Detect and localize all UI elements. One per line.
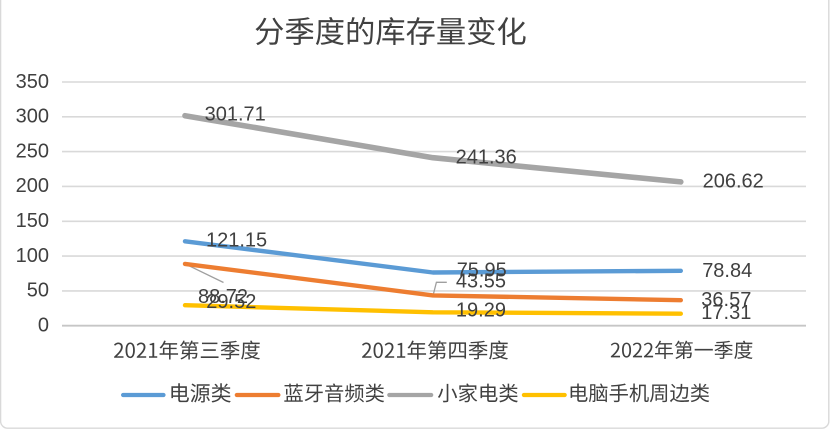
svg-text:121.15: 121.15 (206, 229, 267, 251)
svg-text:75.95: 75.95 (457, 260, 507, 282)
svg-text:0: 0 (38, 315, 49, 337)
svg-text:241.36: 241.36 (456, 147, 517, 169)
svg-text:301.71: 301.71 (205, 104, 266, 126)
svg-text:150: 150 (16, 210, 49, 232)
svg-text:250: 250 (16, 140, 49, 162)
svg-text:29.52: 29.52 (206, 291, 256, 313)
svg-text:36.57: 36.57 (701, 289, 751, 311)
svg-text:19.29: 19.29 (456, 300, 506, 322)
svg-text:300: 300 (16, 106, 49, 128)
svg-text:206.62: 206.62 (703, 170, 764, 192)
svg-text:78.84: 78.84 (702, 260, 752, 282)
svg-text:88.72: 88.72 (198, 286, 248, 308)
svg-text:100: 100 (16, 245, 49, 267)
svg-text:43.55: 43.55 (456, 271, 506, 293)
svg-text:50: 50 (27, 280, 49, 302)
svg-text:17.31: 17.31 (701, 302, 751, 324)
svg-text:200: 200 (16, 175, 49, 197)
svg-text:350: 350 (16, 71, 49, 93)
